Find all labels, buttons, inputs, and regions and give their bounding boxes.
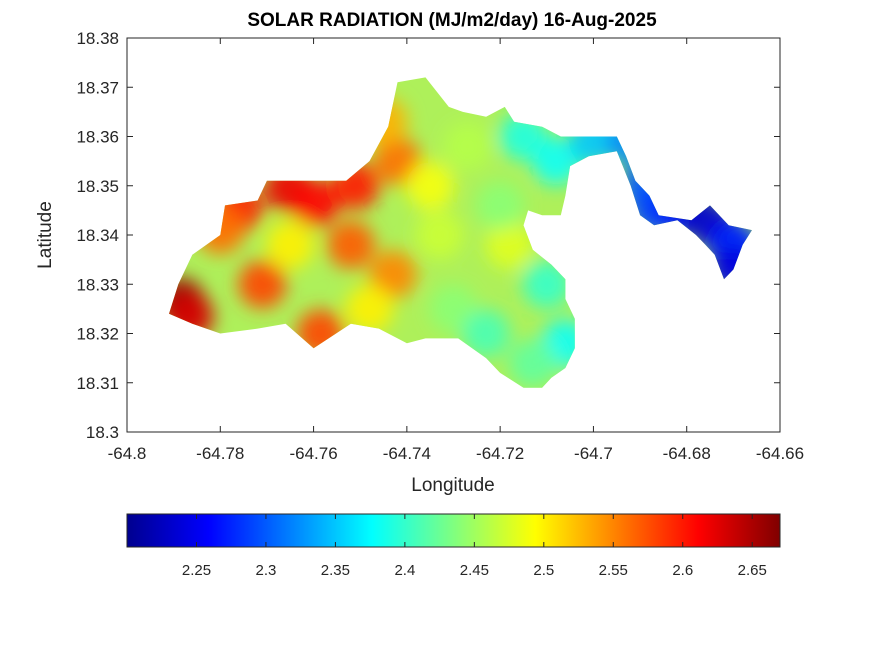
colorbar-ticks: 2.25 2.3 2.35 2.4 2.45 2.5 2.55 2.6 2.65: [182, 514, 767, 579]
colorbar-tick-label: 2.4: [394, 562, 415, 579]
x-tick-label: -64.68: [663, 444, 711, 463]
y-tick-label: 18.34: [76, 226, 119, 245]
y-tick-label: 18.32: [76, 325, 119, 344]
y-tick-label: 18.3: [86, 423, 119, 442]
heat-cell: [326, 220, 375, 269]
x-axis: -64.8 -64.78 -64.76 -64.74 -64.72 -64.7 -64.68…: [108, 38, 804, 463]
heat-cell: [462, 309, 511, 358]
chart-title: SOLAR RADIATION (MJ/m2/day) 16-Aug-2025: [247, 10, 657, 31]
heat-cell: [368, 250, 417, 299]
colorbar-tick-label: 2.3: [256, 562, 277, 579]
x-tick-label: -64.74: [383, 444, 431, 463]
heat-cell: [443, 122, 492, 171]
x-tick-label: -64.7: [574, 444, 613, 463]
x-tick-label: -64.76: [289, 444, 337, 463]
colorbar-tick-label: 2.35: [321, 562, 350, 579]
heat-cell: [291, 179, 340, 227]
heat-cell: [415, 211, 464, 259]
heat-cell: [266, 220, 315, 269]
y-tick-label: 18.37: [76, 78, 119, 97]
y-axis-label: Latitude: [35, 201, 56, 269]
heat-cell: [485, 220, 534, 269]
x-tick-label: -64.8: [108, 444, 147, 463]
heat-cell: [476, 181, 525, 230]
y-axis: 18.3 18.31 18.32 18.33 18.34 18.35 18.36 18.37 1…: [76, 29, 780, 442]
x-tick-label: -64.78: [196, 444, 244, 463]
colorbar-tick-label: 2.5: [533, 562, 554, 579]
colorbar-tick-label: 2.6: [672, 562, 693, 579]
x-tick-label: -64.66: [756, 444, 804, 463]
heat-cell: [406, 161, 455, 210]
heat-cell: [508, 339, 557, 388]
y-tick-label: 18.38: [76, 29, 119, 48]
heat-cell: [345, 284, 394, 333]
colorbar: [126, 513, 781, 548]
colorbar-tick-label: 2.65: [738, 562, 767, 579]
y-tick-label: 18.36: [76, 128, 119, 147]
heat-cell: [238, 260, 287, 309]
y-tick-label: 18.33: [76, 275, 119, 294]
x-axis-label: Longitude: [411, 475, 494, 496]
heat-cell: [532, 137, 581, 186]
colorbar-tick-label: 2.45: [460, 562, 489, 579]
heat-cell: [429, 284, 478, 333]
colorbar-tick-label: 2.55: [599, 562, 628, 579]
x-tick-label: -64.72: [476, 444, 524, 463]
y-tick-label: 18.31: [76, 374, 119, 393]
y-tick-label: 18.35: [76, 177, 119, 196]
heat-cell: [373, 137, 422, 186]
colorbar-tick-label: 2.25: [182, 562, 211, 579]
